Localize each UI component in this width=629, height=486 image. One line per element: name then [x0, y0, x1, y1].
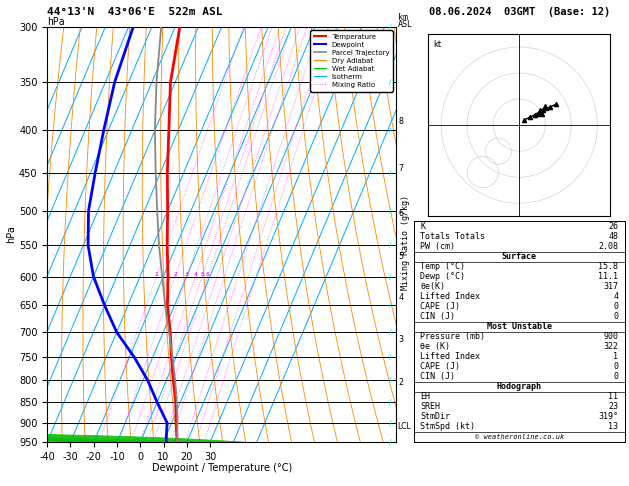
Text: 4: 4: [398, 293, 403, 302]
Text: LCL: LCL: [398, 422, 411, 431]
Text: 319°: 319°: [598, 412, 618, 421]
Legend: Temperature, Dewpoint, Parcel Trajectory, Dry Adiabat, Wet Adiabat, Isotherm, Mi: Temperature, Dewpoint, Parcel Trajectory…: [310, 30, 392, 91]
Text: 1: 1: [613, 352, 618, 361]
Text: /: /: [389, 329, 391, 335]
Text: 5: 5: [200, 272, 204, 277]
Text: /: /: [389, 24, 391, 30]
Text: /: /: [389, 242, 391, 248]
Text: 4: 4: [193, 272, 198, 277]
Text: θe(K): θe(K): [420, 282, 445, 291]
Text: 26: 26: [608, 222, 618, 231]
Text: 0: 0: [613, 312, 618, 321]
Text: kt: kt: [433, 40, 442, 49]
Text: 900: 900: [603, 332, 618, 341]
Text: 08.06.2024  03GMT  (Base: 12): 08.06.2024 03GMT (Base: 12): [428, 7, 610, 17]
Text: /: /: [389, 79, 391, 86]
Text: PW (cm): PW (cm): [420, 242, 455, 251]
Text: 13: 13: [608, 422, 618, 431]
Text: 8: 8: [398, 117, 403, 126]
Text: Most Unstable: Most Unstable: [487, 322, 552, 331]
Text: /: /: [389, 170, 391, 176]
Text: CAPE (J): CAPE (J): [420, 362, 460, 371]
Text: Hodograph: Hodograph: [497, 382, 542, 391]
Text: 317: 317: [603, 282, 618, 291]
Text: CIN (J): CIN (J): [420, 372, 455, 381]
Text: 6: 6: [398, 208, 403, 218]
Text: StmSpd (kt): StmSpd (kt): [420, 422, 475, 431]
Text: 11: 11: [608, 392, 618, 401]
Text: EH: EH: [420, 392, 430, 401]
Text: /: /: [389, 354, 391, 360]
Text: /: /: [389, 420, 391, 426]
Text: Surface: Surface: [502, 252, 537, 261]
Text: CIN (J): CIN (J): [420, 312, 455, 321]
Text: © weatheronline.co.uk: © weatheronline.co.uk: [475, 434, 564, 440]
Text: /: /: [389, 377, 391, 383]
Text: Dewp (°C): Dewp (°C): [420, 272, 465, 281]
Text: ASL: ASL: [398, 20, 413, 29]
Text: /: /: [389, 127, 391, 134]
Text: hPa: hPa: [47, 17, 65, 27]
X-axis label: Dewpoint / Temperature (°C): Dewpoint / Temperature (°C): [152, 463, 292, 473]
Text: 0: 0: [613, 302, 618, 311]
Text: Mixing Ratio (g/kg): Mixing Ratio (g/kg): [401, 195, 410, 291]
Text: Temp (°C): Temp (°C): [420, 262, 465, 271]
Text: 6: 6: [206, 272, 209, 277]
Text: 1: 1: [154, 272, 158, 277]
Text: CAPE (J): CAPE (J): [420, 302, 460, 311]
Text: /: /: [389, 399, 391, 405]
Text: 3: 3: [185, 272, 189, 277]
Text: /: /: [389, 208, 391, 214]
Text: SREH: SREH: [420, 402, 440, 411]
Text: 2: 2: [398, 378, 403, 387]
Y-axis label: hPa: hPa: [6, 226, 16, 243]
Text: Lifted Index: Lifted Index: [420, 352, 480, 361]
Text: 0: 0: [613, 372, 618, 381]
Text: θe (K): θe (K): [420, 342, 450, 351]
Text: 7: 7: [398, 164, 403, 174]
Text: 322: 322: [603, 342, 618, 351]
Text: 2: 2: [173, 272, 177, 277]
Text: StmDir: StmDir: [420, 412, 450, 421]
Text: 4: 4: [613, 292, 618, 301]
Text: /: /: [389, 274, 391, 279]
Text: 2.08: 2.08: [598, 242, 618, 251]
Text: Pressure (mb): Pressure (mb): [420, 332, 485, 341]
Text: km: km: [398, 13, 408, 22]
Text: Lifted Index: Lifted Index: [420, 292, 480, 301]
Text: 5: 5: [398, 252, 403, 260]
Text: Totals Totals: Totals Totals: [420, 232, 485, 241]
Text: 3: 3: [398, 335, 403, 344]
Text: /: /: [389, 302, 391, 309]
Text: 11.1: 11.1: [598, 272, 618, 281]
Text: K: K: [420, 222, 425, 231]
Text: /: /: [389, 439, 391, 445]
Text: 48: 48: [608, 232, 618, 241]
Text: 15.8: 15.8: [598, 262, 618, 271]
Text: 0: 0: [613, 362, 618, 371]
Text: 44°13'N  43°06'E  522m ASL: 44°13'N 43°06'E 522m ASL: [47, 7, 223, 17]
Text: 23: 23: [608, 402, 618, 411]
